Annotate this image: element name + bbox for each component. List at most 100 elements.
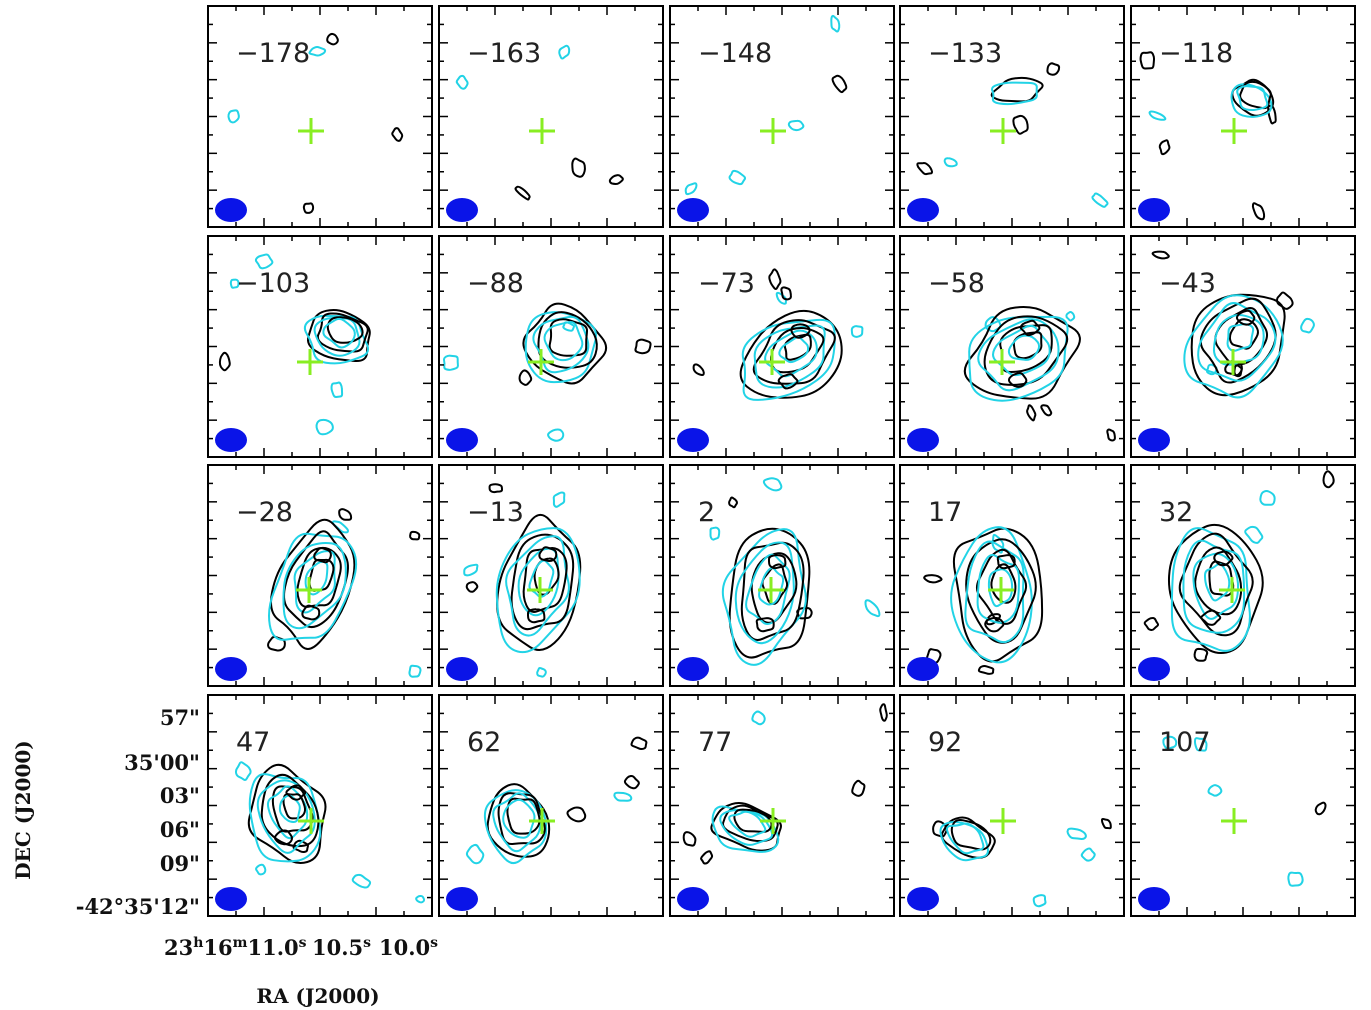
contour <box>977 318 1060 392</box>
contour <box>952 527 1044 663</box>
position-marker <box>527 577 553 603</box>
velocity-label: 47 <box>236 727 270 758</box>
tick-marks <box>208 236 432 457</box>
tick-marks <box>670 236 894 457</box>
beam-ellipse <box>215 198 247 222</box>
contour <box>274 829 293 846</box>
contour <box>985 613 1002 626</box>
contour <box>330 381 344 399</box>
contour <box>783 333 812 361</box>
contour <box>780 286 792 301</box>
contour <box>338 508 353 521</box>
channel-panel: −103 <box>207 235 433 458</box>
beam-ellipse <box>907 198 939 222</box>
contour <box>1194 546 1243 616</box>
contour <box>721 528 807 666</box>
contour <box>769 326 825 374</box>
velocity-label: 92 <box>928 727 962 758</box>
contour <box>313 547 332 564</box>
contour <box>229 278 240 289</box>
contour <box>1287 871 1304 887</box>
contour <box>996 554 1016 570</box>
contour <box>1046 62 1061 76</box>
velocity-label: −178 <box>236 38 310 69</box>
beam-ellipse <box>446 887 478 911</box>
contour <box>488 483 504 494</box>
channel-panel: −28 <box>207 464 433 687</box>
contour <box>1228 318 1259 350</box>
contour <box>945 822 985 855</box>
channel-panel: 92 <box>899 694 1125 917</box>
contour <box>514 185 531 201</box>
position-marker <box>760 118 786 144</box>
contour <box>524 311 597 384</box>
position-marker <box>529 808 555 834</box>
y-tick-label: 06" <box>160 817 200 842</box>
contour <box>538 546 558 563</box>
contour <box>227 109 240 124</box>
contour <box>709 526 721 541</box>
beam-ellipse <box>677 887 709 911</box>
x-tick-labels: 23h16m11.0s 10.5s 10.0s <box>164 935 438 960</box>
contour <box>983 315 1069 386</box>
contour <box>266 785 309 840</box>
tick-marks <box>1131 6 1355 227</box>
channel-panel: −73 <box>669 235 895 458</box>
contour <box>755 617 775 633</box>
contour <box>260 773 320 848</box>
contour <box>322 317 356 349</box>
contour <box>1182 539 1246 634</box>
contour <box>1193 737 1208 752</box>
contour <box>623 774 640 790</box>
contour <box>1207 784 1223 797</box>
contour <box>465 843 485 865</box>
contour <box>522 546 568 613</box>
position-marker <box>297 349 323 375</box>
channel-panel: −88 <box>438 235 664 458</box>
contour <box>1251 202 1266 221</box>
tick-marks <box>900 236 1124 457</box>
contour <box>1143 616 1160 632</box>
tick-marks <box>208 465 432 686</box>
velocity-label: 2 <box>698 497 715 528</box>
contour <box>558 44 571 60</box>
contour <box>455 74 469 90</box>
x-tick-label: 10.0s <box>379 935 438 960</box>
contour <box>409 530 421 541</box>
contour <box>963 306 1081 400</box>
panel-grid: −178 −163 −148 −133 −118 −103 −88 −73 −58 −43 −28 −… <box>207 5 1356 917</box>
channel-panel: −58 <box>899 235 1125 458</box>
channel-panel: 17 <box>899 464 1125 687</box>
tick-marks <box>439 6 663 227</box>
channel-panel: −163 <box>438 5 664 228</box>
y-tick-label: -42°35'12" <box>76 894 200 919</box>
contour <box>282 793 307 820</box>
position-marker <box>1221 808 1247 834</box>
contour <box>923 574 943 584</box>
contour <box>528 559 555 598</box>
channel-panel: 2 <box>669 464 895 687</box>
position-marker <box>990 808 1016 834</box>
velocity-label: −28 <box>236 497 293 528</box>
y-tick-label: 35'00" <box>124 750 200 775</box>
velocity-label: −13 <box>467 497 524 528</box>
position-marker <box>990 118 1016 144</box>
contour <box>1244 525 1264 544</box>
contour <box>293 550 336 614</box>
contour <box>502 798 536 839</box>
position-marker <box>1221 118 1247 144</box>
contour <box>270 518 356 650</box>
contour <box>745 553 791 625</box>
contour <box>987 568 1014 608</box>
contour <box>1066 827 1087 840</box>
contour <box>991 81 1038 106</box>
contour <box>775 291 787 305</box>
contour <box>255 863 267 876</box>
contour <box>1300 317 1315 334</box>
contour <box>768 268 782 291</box>
beam-ellipse <box>907 887 939 911</box>
contour <box>1276 291 1294 310</box>
contour <box>518 369 533 386</box>
position-marker <box>1220 349 1246 375</box>
